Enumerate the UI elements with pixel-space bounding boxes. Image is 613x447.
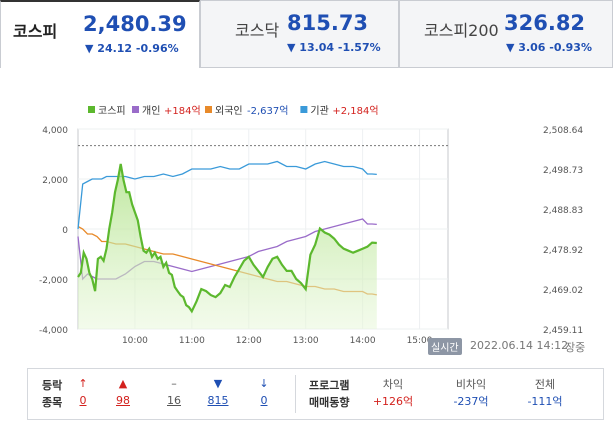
- tab-kosdaq[interactable]: 코스닥 815.73 ▼ 13.04 -1.57%: [200, 0, 399, 68]
- x-tick-label: 10:00: [122, 336, 148, 346]
- program-label-line1: 프로그램: [309, 379, 350, 392]
- legend-swatch-kospi: [88, 106, 95, 113]
- tab-kospi[interactable]: 코스피 2,480.39 ▼ 24.12 -0.96%: [0, 0, 200, 68]
- legend-label-institution: 기관: [310, 105, 328, 117]
- breadth-item-up: ▲ 98: [108, 375, 138, 409]
- tab-value: 2,480.39: [83, 12, 187, 36]
- up-arrow-icon: ▲: [118, 377, 128, 390]
- program-label-line2: 매매동향: [309, 396, 350, 409]
- legend-value-institution: +2,184억: [332, 105, 378, 117]
- legend-value-foreign: -2,637억: [247, 105, 288, 117]
- realtime-row: 실시간 2022.06.14 14:12 장중: [0, 337, 613, 355]
- x-tick-label: 14:00: [350, 336, 376, 346]
- dash-icon: –: [171, 377, 177, 390]
- tab-value: 326.82: [504, 11, 586, 35]
- divider: [295, 375, 296, 413]
- tab-kospi200[interactable]: 코스피200 326.82 ▼ 3.06 -0.93%: [399, 0, 613, 68]
- legend-label-individual: 개인: [142, 105, 160, 117]
- legend-label-kospi: 코스피: [98, 105, 126, 117]
- program-column-header: 차익: [382, 378, 404, 391]
- intraday-chart: 4,000 2,000 0 -2,000 -4,000 2,508.64 2,498.73 2…: [39, 105, 583, 346]
- left-tick-label: 2,000: [42, 176, 68, 186]
- breadth-item-down: ▼ 815: [203, 375, 233, 409]
- down-arrow-icon: ▼: [213, 377, 223, 390]
- tab-name: 코스닥: [235, 21, 280, 40]
- breadth-count-link[interactable]: 0: [260, 394, 268, 407]
- left-tick-label: 0: [62, 226, 68, 236]
- series-line-kospi: [77, 163, 377, 314]
- tab-name: 코스피: [13, 22, 58, 41]
- breadth-label-line2: 종목: [42, 396, 63, 409]
- program-column: 전체 -111억: [510, 376, 580, 410]
- breadth-count-link[interactable]: 98: [116, 394, 130, 407]
- program-column-value: -111억: [527, 395, 563, 408]
- tab-value: 815.73: [287, 11, 369, 35]
- breadth-label-line1: 등락: [42, 379, 63, 392]
- program-column-header: 비차익: [455, 378, 487, 391]
- market-status: 장중: [565, 341, 586, 354]
- up-arrow-icon: ↑: [78, 377, 88, 390]
- legend-swatch-foreign: [205, 106, 212, 113]
- legend-label-foreign: 외국인: [215, 105, 243, 117]
- breadth-count-link[interactable]: 815: [207, 394, 229, 407]
- tab-change: ▼ 24.12 -0.96%: [85, 42, 179, 55]
- tab-change: ▼ 3.06 -0.93%: [506, 41, 592, 54]
- breadth-count-link[interactable]: 0: [79, 394, 87, 407]
- program-column-value: +126억: [372, 395, 414, 408]
- right-tick-label: 2,478.92: [543, 246, 583, 256]
- program-label: 프로그램 매매동향: [309, 377, 349, 411]
- program-column: 비차익 -237억: [436, 376, 506, 410]
- left-tick-label: -2,000: [39, 276, 68, 286]
- legend-value-individual: +184억: [164, 105, 201, 117]
- right-tick-label: 2,488.83: [543, 206, 583, 216]
- market-stats: 등락 종목 ↑ 0 ▲ 98–16 ▼ 815 ↓ 0 프로그램 매매동향 차익 +126억 비차…: [27, 368, 604, 420]
- breadth-item-up: ↑ 0: [68, 375, 98, 409]
- realtime-timestamp: 2022.06.14 14:12: [470, 339, 569, 352]
- realtime-badge[interactable]: 실시간: [428, 338, 462, 355]
- x-tick-label: 11:00: [179, 336, 205, 346]
- program-column-value: -237억: [453, 395, 489, 408]
- right-tick-label: 2,498.73: [543, 166, 583, 176]
- right-tick-label: 2,469.02: [543, 286, 583, 296]
- down-arrow-icon: ↓: [259, 377, 269, 390]
- breadth-item-down: ↓ 0: [249, 375, 279, 409]
- right-tick-label: 2,508.64: [543, 126, 583, 136]
- index-tabs: 코스피 2,480.39 ▼ 24.12 -0.96% 코스닥 815.73 ▼…: [0, 0, 613, 68]
- series-area-kospi: [78, 163, 377, 329]
- breadth-label: 등락 종목: [42, 377, 62, 411]
- tab-change: ▼ 13.04 -1.57%: [287, 41, 381, 54]
- program-column: 차익 +126억: [358, 376, 428, 410]
- x-tick-label: 13:00: [293, 336, 319, 346]
- legend-swatch-institution: [300, 106, 308, 113]
- x-tick-label: 15:00: [407, 336, 433, 346]
- tab-name: 코스피200: [424, 21, 499, 40]
- left-tick-label: -4,000: [39, 326, 68, 336]
- series-line-institution: [77, 160, 377, 230]
- breadth-item-flat: – 16: [159, 375, 189, 409]
- right-tick-label: 2,459.11: [543, 326, 583, 336]
- program-column-header: 전체: [534, 378, 556, 391]
- legend-swatch-individual: [132, 106, 139, 113]
- left-tick-label: 4,000: [42, 126, 68, 136]
- x-tick-label: 12:00: [236, 336, 262, 346]
- breadth-count-link[interactable]: 16: [167, 394, 181, 407]
